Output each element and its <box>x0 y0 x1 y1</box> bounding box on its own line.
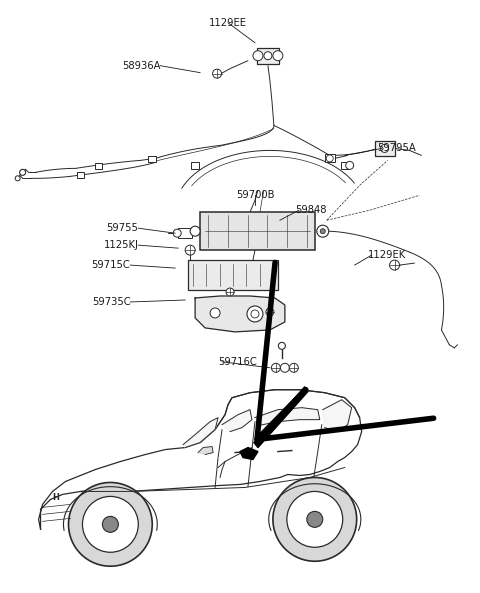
Circle shape <box>83 496 138 552</box>
Text: 58936A: 58936A <box>122 60 160 71</box>
Polygon shape <box>38 390 361 530</box>
Polygon shape <box>222 410 252 432</box>
Polygon shape <box>198 447 213 455</box>
Circle shape <box>346 161 354 170</box>
Polygon shape <box>255 407 320 426</box>
Bar <box>95 164 102 170</box>
Text: 59795A: 59795A <box>378 144 416 154</box>
Polygon shape <box>254 387 308 448</box>
Circle shape <box>273 477 357 561</box>
Circle shape <box>213 69 222 78</box>
Circle shape <box>226 288 234 296</box>
Circle shape <box>102 517 119 533</box>
Bar <box>191 162 199 169</box>
Text: 59700B: 59700B <box>236 190 274 200</box>
Text: 59716C: 59716C <box>218 357 257 367</box>
Circle shape <box>326 155 333 162</box>
Circle shape <box>381 145 389 152</box>
Polygon shape <box>323 400 352 432</box>
Circle shape <box>266 308 274 316</box>
Bar <box>148 157 156 162</box>
Bar <box>77 173 84 178</box>
Bar <box>374 141 395 156</box>
Circle shape <box>273 51 283 60</box>
Bar <box>178 228 192 238</box>
Text: 1125KJ: 1125KJ <box>103 240 138 250</box>
Circle shape <box>320 229 325 234</box>
Circle shape <box>210 308 220 318</box>
Circle shape <box>69 483 152 566</box>
Text: 59735C: 59735C <box>92 297 130 307</box>
Circle shape <box>173 229 181 237</box>
Circle shape <box>264 52 272 60</box>
Circle shape <box>287 492 343 547</box>
Circle shape <box>15 176 20 181</box>
Text: 1129EK: 1129EK <box>368 250 406 260</box>
Circle shape <box>251 310 259 318</box>
Text: 59715C: 59715C <box>92 260 130 270</box>
Bar <box>341 162 348 169</box>
Circle shape <box>307 511 323 527</box>
Circle shape <box>317 225 329 237</box>
Text: 59848: 59848 <box>295 205 326 215</box>
Bar <box>188 260 278 290</box>
Circle shape <box>185 245 195 255</box>
Circle shape <box>280 364 289 372</box>
Circle shape <box>253 51 263 60</box>
Polygon shape <box>183 417 218 448</box>
Text: 59755: 59755 <box>107 223 138 233</box>
Bar <box>257 47 279 63</box>
Circle shape <box>190 226 200 236</box>
Polygon shape <box>195 296 285 332</box>
Circle shape <box>271 364 280 372</box>
Circle shape <box>20 170 25 176</box>
Polygon shape <box>240 448 258 460</box>
Circle shape <box>278 342 286 349</box>
Circle shape <box>289 364 299 372</box>
Text: 1129EE: 1129EE <box>209 18 247 28</box>
Text: H: H <box>52 493 59 502</box>
Bar <box>200 212 315 250</box>
Circle shape <box>390 260 399 270</box>
Circle shape <box>247 306 263 322</box>
Bar <box>325 154 335 162</box>
